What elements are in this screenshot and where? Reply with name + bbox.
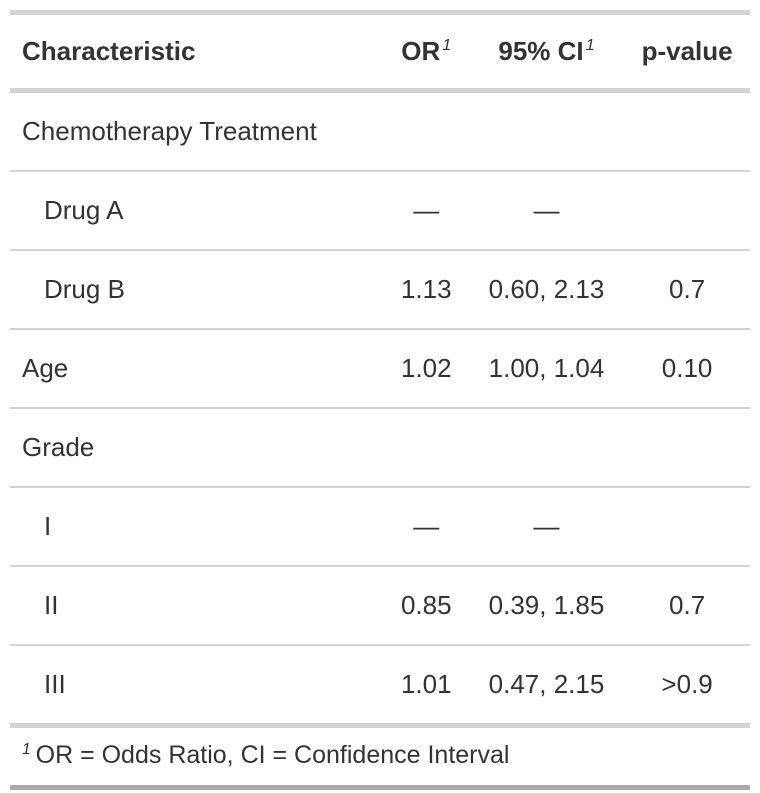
ci-cell: — — [533, 511, 560, 541]
or-cell: — — [413, 195, 440, 225]
ci-cell: 0.39, 1.85 — [488, 590, 605, 620]
row-label-cell: Age — [22, 353, 69, 383]
footnote-marker: 1 — [585, 36, 595, 55]
p-value-cell: 0.7 — [669, 274, 706, 304]
column-label: 95% CI — [498, 36, 584, 66]
ci-cell: — — [533, 195, 560, 225]
footnote-marker: 1 — [22, 740, 31, 758]
row-label-cell: Drug A — [44, 195, 124, 225]
column-label: OR — [401, 36, 441, 66]
row-label-cell: Chemotherapy Treatment — [22, 116, 317, 146]
row-label-cell: III — [44, 669, 66, 699]
table-footer: 1 OR = Odds Ratio, CI = Confidence Interv… — [10, 725, 750, 788]
column-header-or: OR 1 — [384, 13, 469, 91]
table-row-grade-3: III 1.01 0.47, 2.15 >0.9 — [10, 645, 750, 726]
footnote-text: OR = Odds Ratio, CI = Confidence Interva… — [35, 741, 510, 769]
ci-cell — [469, 91, 624, 172]
ci-cell — [469, 408, 624, 487]
table-row-grade-1: I — — — [10, 487, 750, 566]
table-footnote: 1 OR = Odds Ratio, CI = Confidence Interv… — [10, 726, 750, 788]
table-row-grade-2: II 0.85 0.39, 1.85 0.7 — [10, 566, 750, 645]
table-row-drug-a: Drug A — — — [10, 171, 750, 250]
p-value-cell — [624, 408, 750, 487]
column-label: p-value — [641, 36, 733, 66]
column-label: Characteristic — [22, 36, 196, 66]
or-cell — [384, 91, 469, 172]
header-row: Characteristic OR 1 95% CI 1 p-value — [10, 13, 750, 91]
table-row-group-chemotherapy: Chemotherapy Treatment — [10, 91, 750, 172]
ci-cell: 0.47, 2.15 — [488, 669, 605, 699]
p-value-cell: 0.10 — [661, 353, 713, 383]
column-header-p-value: p-value — [624, 13, 750, 91]
ci-cell: 1.00, 1.04 — [488, 353, 605, 383]
row-label-cell: Drug B — [44, 274, 125, 304]
or-cell: — — [413, 511, 440, 541]
regression-summary-table: Characteristic OR 1 95% CI 1 p-value Chemo… — [10, 10, 750, 790]
footnote-row: 1 OR = Odds Ratio, CI = Confidence Interv… — [10, 725, 750, 788]
or-cell — [384, 408, 469, 487]
footnote-marker: 1 — [442, 36, 452, 55]
or-cell: 1.13 — [400, 274, 452, 304]
p-value-cell — [624, 91, 750, 172]
row-label-cell: I — [44, 511, 52, 541]
table-body: Chemotherapy Treatment Drug A — — Drug B… — [10, 91, 750, 726]
or-cell: 0.85 — [400, 590, 452, 620]
table-row-drug-b: Drug B 1.13 0.60, 2.13 0.7 — [10, 250, 750, 329]
table-row-age: Age 1.02 1.00, 1.04 0.10 — [10, 329, 750, 408]
column-header-characteristic: Characteristic — [10, 13, 384, 91]
row-label-cell: II — [44, 590, 59, 620]
p-value-cell — [624, 487, 750, 566]
p-value-cell — [624, 171, 750, 250]
p-value-cell: 0.7 — [669, 590, 706, 620]
or-cell: 1.02 — [400, 353, 452, 383]
ci-cell: 0.60, 2.13 — [488, 274, 605, 304]
column-header-ci: 95% CI 1 — [469, 13, 624, 91]
p-value-cell: >0.9 — [661, 669, 713, 699]
or-cell: 1.01 — [400, 669, 452, 699]
table-row-group-grade: Grade — [10, 408, 750, 487]
row-label-cell: Grade — [22, 432, 95, 462]
table-header: Characteristic OR 1 95% CI 1 p-value — [10, 13, 750, 91]
